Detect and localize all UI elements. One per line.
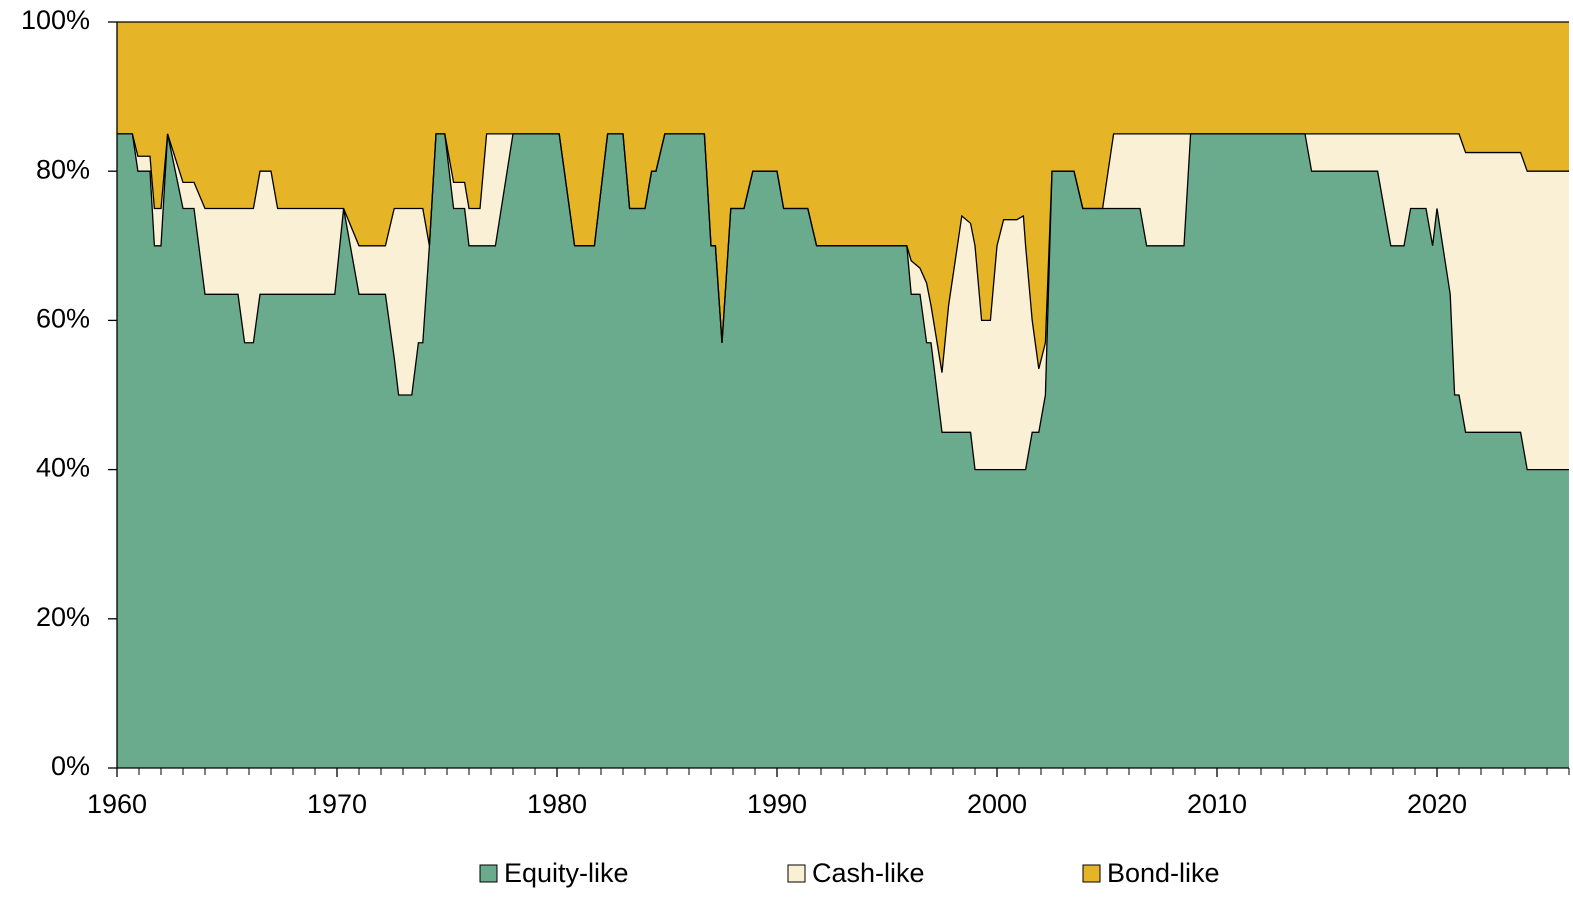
y-tick-label: 100% [21, 5, 90, 35]
x-tick-label: 1970 [307, 789, 367, 819]
y-tick-label: 20% [36, 602, 90, 632]
y-tick-label: 40% [36, 453, 90, 483]
x-tick-label: 2020 [1407, 789, 1467, 819]
legend-swatch [479, 864, 498, 883]
legend-label: Cash-like [812, 858, 925, 888]
x-tick-label: 1980 [527, 789, 587, 819]
legend-label: Bond-like [1107, 858, 1220, 888]
x-tick-label: 1990 [747, 789, 807, 819]
x-tick-label: 1960 [87, 789, 147, 819]
area-edge [117, 133, 1569, 373]
area [117, 133, 1569, 470]
legend-swatch [1082, 864, 1101, 883]
legend-label: Equity-like [504, 858, 629, 888]
x-tick-label: 2010 [1187, 789, 1247, 819]
y-tick-label: 0% [51, 751, 90, 781]
y-tick-label: 80% [36, 154, 90, 184]
area [117, 133, 1569, 768]
y-tick-label: 60% [36, 304, 90, 334]
x-tick-label: 2000 [967, 789, 1027, 819]
area [117, 22, 1569, 373]
legend-swatch [787, 864, 806, 883]
